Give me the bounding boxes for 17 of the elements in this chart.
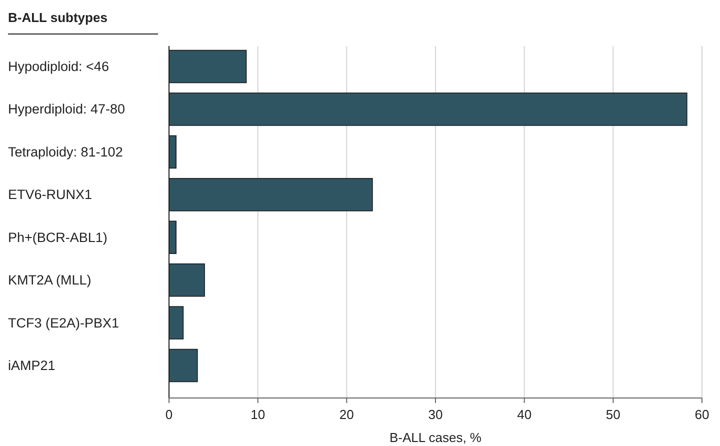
y-tick-label: iAMP21 <box>8 358 56 373</box>
x-axis-title: B-ALL cases, % <box>389 430 482 445</box>
x-tick-label: 10 <box>250 407 266 422</box>
y-axis-title: B-ALL subtypes <box>8 10 108 25</box>
x-tick-label: 20 <box>339 407 354 422</box>
x-tick-label: 60 <box>694 407 710 422</box>
y-tick-label: Hypodiploid: <46 <box>8 59 109 74</box>
x-tick-label: 30 <box>428 407 443 422</box>
y-tick-label: KMT2A (MLL) <box>8 272 92 288</box>
y-tick-label: ETV6-RUNX1 <box>8 187 92 202</box>
x-tick-label: 0 <box>165 407 173 422</box>
y-tick-label: TCF3 (E2A)-PBX1 <box>8 315 120 330</box>
y-tick-label: Ph+(BCR-ABL1) <box>8 230 108 245</box>
y-tick-label: Tetraploidy: 81-102 <box>8 144 123 160</box>
x-tick-label: 40 <box>517 407 532 422</box>
y-tick-label: Hyperdiploid: 47-80 <box>8 102 126 117</box>
x-tick-label: 50 <box>606 407 620 422</box>
